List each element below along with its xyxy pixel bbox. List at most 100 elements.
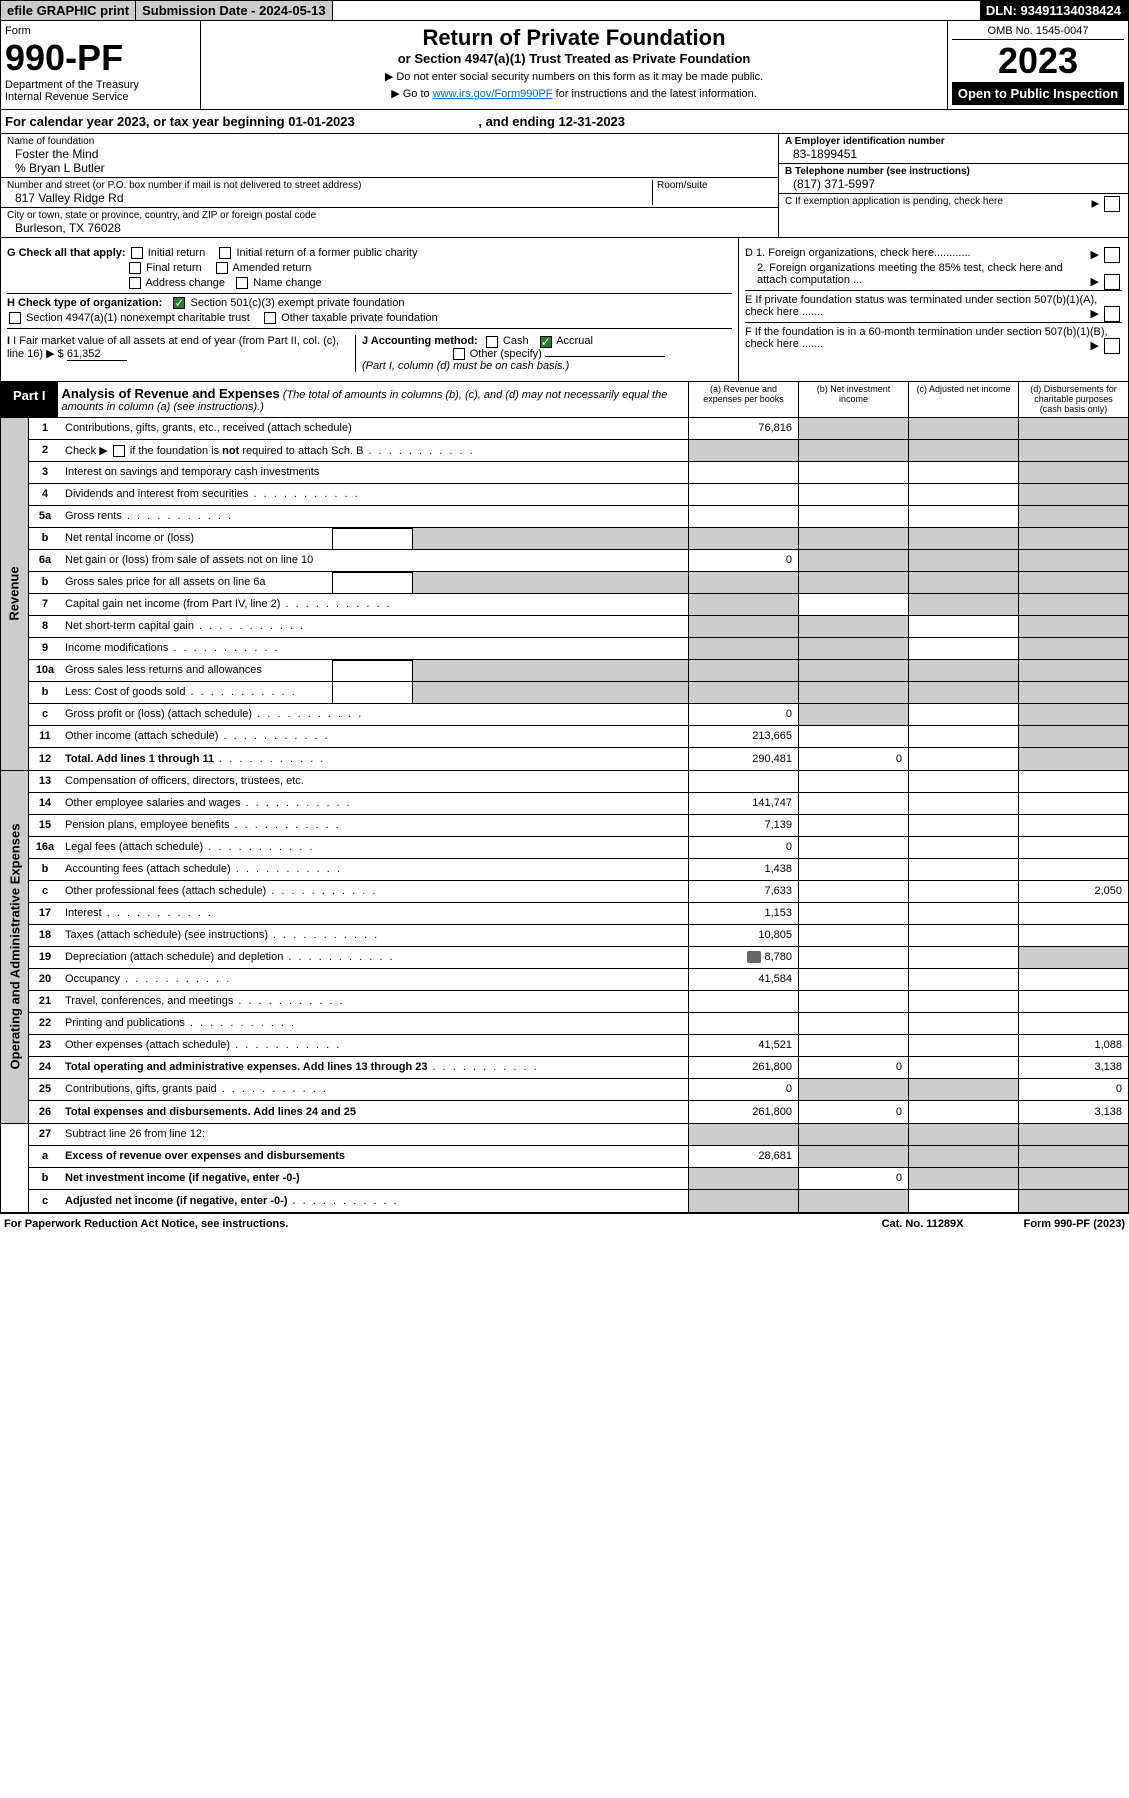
e-line: E If private foundation status was termi…: [745, 294, 1122, 323]
chk-initial-return[interactable]: [131, 247, 143, 259]
col-b-hdr: (b) Net investment income: [798, 382, 908, 417]
omb-number: OMB No. 1545-0047: [952, 25, 1124, 40]
submission-date: Submission Date - 2024-05-13: [136, 1, 333, 20]
g-line: G Check all that apply: Initial return I…: [7, 247, 732, 259]
phone-value: (817) 371-5997: [785, 177, 1122, 191]
form-number: 990-PF: [5, 37, 196, 79]
d1-line: D 1. Foreign organizations, check here..…: [745, 247, 1122, 259]
r27b-col-b: 0: [798, 1168, 908, 1189]
header-mid: Return of Private Foundation or Section …: [201, 21, 948, 109]
room-suite-lbl: Room/suite: [652, 180, 772, 205]
r26-col-d: 3,138: [1018, 1101, 1128, 1123]
chk-cash[interactable]: [486, 336, 498, 348]
chk-terminated[interactable]: [1104, 306, 1120, 322]
ein-value: 83-1899451: [785, 147, 1122, 161]
r26-col-b: 0: [798, 1101, 908, 1123]
chk-other-method[interactable]: [453, 348, 465, 360]
city-row: City or town, state or province, country…: [1, 208, 778, 237]
i-line: I I Fair market value of all assets at e…: [7, 335, 355, 371]
r17-col-a: 1,153: [688, 903, 798, 924]
r25-col-d: 0: [1018, 1079, 1128, 1100]
form-word: Form: [5, 25, 196, 37]
chk-sch-b[interactable]: [113, 445, 125, 457]
part-1-header: Part I Analysis of Revenue and Expenses …: [0, 382, 1129, 418]
part-1-title: Analysis of Revenue and Expenses (The to…: [58, 382, 688, 417]
chk-address-change[interactable]: [129, 277, 141, 289]
addr-row: Number and street (or P.O. box number if…: [1, 178, 778, 208]
r25-col-a: 0: [688, 1079, 798, 1100]
r24-col-d: 3,138: [1018, 1057, 1128, 1078]
r26-col-a: 261,800: [688, 1101, 798, 1123]
city-state-zip: Burleson, TX 76028: [7, 221, 772, 235]
foundation-name: Foster the Mind: [7, 147, 772, 161]
year-begin: 01-01-2023: [288, 114, 355, 129]
r12-col-b: 0: [798, 748, 908, 770]
r6a-col-a: 0: [688, 550, 798, 571]
r20-col-a: 41,584: [688, 969, 798, 990]
header-left: Form 990-PF Department of the Treasury I…: [1, 21, 201, 109]
revenue-side-tab: Revenue: [1, 418, 29, 770]
foundation-info: Name of foundation Foster the Mind % Bry…: [0, 134, 1129, 238]
fmv-value: 61,352: [67, 348, 127, 361]
form-subtitle: or Section 4947(a)(1) Trust Treated as P…: [205, 51, 943, 66]
attachment-icon[interactable]: [747, 951, 761, 963]
chk-other-taxable[interactable]: [264, 312, 276, 324]
chk-501c3[interactable]: [173, 297, 185, 309]
r10c-col-a: 0: [688, 704, 798, 725]
col-d-hdr: (d) Disbursements for charitable purpose…: [1018, 382, 1128, 417]
line-27-block: 27Subtract line 26 from line 12: aExcess…: [0, 1124, 1129, 1213]
open-public: Open to Public Inspection: [952, 82, 1124, 105]
form-ref: Form 990-PF (2023): [1024, 1218, 1125, 1230]
ein-row: A Employer identification number 83-1899…: [779, 134, 1128, 164]
h-line: H Check type of organization: Section 50…: [7, 297, 732, 309]
column-headers: (a) Revenue and expenses per books (b) N…: [688, 382, 1128, 417]
r23-col-d: 1,088: [1018, 1035, 1128, 1056]
chk-60month[interactable]: [1104, 338, 1120, 354]
dept-irs: Internal Revenue Service: [5, 91, 196, 103]
r24-col-a: 261,800: [688, 1057, 798, 1078]
r27a-col-a: 28,681: [688, 1146, 798, 1167]
chk-85pct[interactable]: [1104, 274, 1120, 290]
chk-name-change[interactable]: [236, 277, 248, 289]
r23-col-a: 41,521: [688, 1035, 798, 1056]
r11-col-a: 213,665: [688, 726, 798, 747]
chk-4947[interactable]: [9, 312, 21, 324]
form-header: Form 990-PF Department of the Treasury I…: [0, 21, 1129, 110]
chk-final-return[interactable]: [129, 262, 141, 274]
col-c-hdr: (c) Adjusted net income: [908, 382, 1018, 417]
r1-col-a: 76,816: [688, 418, 798, 439]
j-line: J Accounting method: Cash Accrual Other …: [355, 335, 732, 371]
instr-goto: ▶ Go to www.irs.gov/Form990PF for instru…: [205, 87, 943, 100]
efile-label[interactable]: efile GRAPHIC print: [1, 1, 136, 20]
col-a-hdr: (a) Revenue and expenses per books: [688, 382, 798, 417]
exemption-checkbox[interactable]: [1104, 196, 1120, 212]
r19-col-a: 8,780: [688, 947, 798, 968]
r16c-col-d: 2,050: [1018, 881, 1128, 902]
page-footer: For Paperwork Reduction Act Notice, see …: [0, 1213, 1129, 1234]
r18-col-a: 10,805: [688, 925, 798, 946]
care-of: % Bryan L Butler: [7, 161, 772, 175]
cat-no: Cat. No. 11289X: [882, 1218, 964, 1230]
form-title: Return of Private Foundation: [205, 25, 943, 51]
exemption-row: C If exemption application is pending, c…: [779, 194, 1128, 209]
r14-col-a: 141,747: [688, 793, 798, 814]
expenses-table: Operating and Administrative Expenses 13…: [0, 771, 1129, 1124]
chk-initial-former[interactable]: [219, 247, 231, 259]
r24-col-b: 0: [798, 1057, 908, 1078]
dept-treasury: Department of the Treasury: [5, 79, 196, 91]
irs-link[interactable]: www.irs.gov/Form990PF: [433, 88, 553, 100]
f-line: F If the foundation is in a 60-month ter…: [745, 326, 1122, 350]
chk-foreign-org[interactable]: [1104, 247, 1120, 263]
chk-amended[interactable]: [216, 262, 228, 274]
checks-block: G Check all that apply: Initial return I…: [0, 238, 1129, 382]
part-1-tab: Part I: [1, 382, 58, 417]
instr-ssn: ▶ Do not enter social security numbers o…: [205, 70, 943, 83]
r12-col-a: 290,481: [688, 748, 798, 770]
header-right: OMB No. 1545-0047 2023 Open to Public In…: [948, 21, 1128, 109]
calendar-year-line: For calendar year 2023, or tax year begi…: [0, 110, 1129, 134]
chk-accrual[interactable]: [540, 336, 552, 348]
r16a-col-a: 0: [688, 837, 798, 858]
top-bar: efile GRAPHIC print Submission Date - 20…: [0, 0, 1129, 21]
r16b-col-a: 1,438: [688, 859, 798, 880]
phone-row: B Telephone number (see instructions) (8…: [779, 164, 1128, 194]
